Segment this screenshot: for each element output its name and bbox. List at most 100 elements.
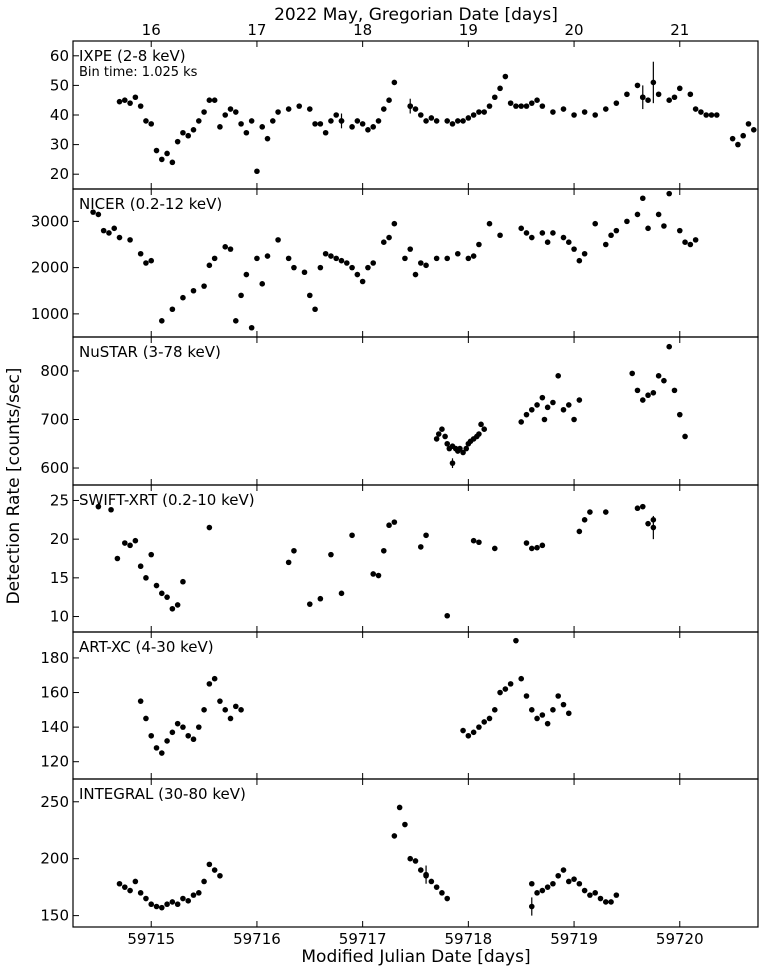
data-point — [539, 394, 546, 401]
data-point — [555, 872, 562, 879]
data-point — [560, 701, 567, 708]
data-point — [465, 732, 472, 739]
panel-frame — [72, 778, 759, 928]
panel-6: 150 200 250 59715 59716 59717 59718 59719 59720 I… — [40, 778, 759, 948]
data-point — [417, 112, 424, 118]
data-point — [317, 264, 324, 271]
data-point — [386, 522, 392, 529]
data-point — [222, 707, 229, 713]
data-point — [497, 689, 503, 696]
panel-annotation: Bin time: 1.025 ks — [79, 65, 198, 80]
y-tick-label: 10 — [50, 608, 69, 626]
data-point — [95, 211, 102, 218]
data-point — [592, 220, 599, 227]
data-point — [565, 710, 572, 717]
data-point — [528, 903, 535, 910]
data-point — [476, 431, 482, 437]
data-point — [195, 118, 202, 124]
data-point — [333, 255, 340, 262]
data-point — [476, 109, 482, 115]
data-point — [576, 397, 583, 403]
data-point — [528, 406, 535, 413]
data-point — [111, 225, 118, 232]
data-point — [317, 595, 324, 602]
data-point — [127, 237, 133, 243]
data-point — [444, 255, 451, 262]
data-point — [306, 292, 313, 299]
top-tick-label: 19 — [459, 21, 478, 39]
data-point — [528, 707, 535, 713]
data-point — [354, 271, 361, 278]
data-point — [534, 97, 540, 103]
data-point — [624, 218, 630, 225]
data-point — [550, 399, 556, 406]
data-point — [95, 503, 102, 510]
data-point — [217, 872, 223, 879]
y-tick-label: 20 — [50, 165, 69, 183]
data-point — [349, 124, 355, 130]
data-point — [217, 124, 223, 130]
data-point — [137, 250, 144, 257]
data-point — [645, 392, 651, 399]
data-point — [365, 127, 371, 133]
data-point — [576, 528, 583, 535]
data-point — [264, 253, 271, 259]
data-point — [317, 121, 324, 127]
data-point — [333, 112, 340, 118]
data-point — [523, 411, 530, 418]
data-point — [476, 724, 482, 730]
data-point — [127, 542, 133, 549]
data-point — [587, 892, 593, 898]
data-point — [217, 698, 223, 704]
data-point — [602, 241, 609, 248]
data-point — [148, 901, 155, 908]
data-point — [478, 421, 484, 428]
data-point — [206, 97, 213, 103]
data-point — [692, 106, 699, 112]
data-point — [454, 250, 461, 257]
data-point — [248, 118, 255, 124]
data-point — [576, 880, 583, 887]
data-point — [571, 246, 577, 252]
data-point — [238, 707, 244, 713]
data-point — [565, 878, 572, 885]
data-point — [423, 532, 429, 539]
data-point — [470, 112, 477, 118]
data-point — [121, 97, 128, 103]
data-point — [148, 732, 155, 739]
data-point — [127, 100, 133, 106]
data-point — [380, 547, 387, 554]
data-point — [301, 269, 308, 276]
data-point — [180, 294, 186, 301]
data-point — [476, 539, 482, 546]
data-point — [740, 132, 747, 139]
data-point — [158, 750, 165, 756]
y-tick-label: 600 — [40, 459, 69, 477]
data-point — [671, 387, 678, 394]
data-point — [518, 103, 525, 109]
data-point — [338, 590, 345, 597]
data-point — [608, 232, 614, 239]
data-point — [259, 124, 266, 130]
data-point — [687, 91, 694, 98]
data-point — [661, 223, 667, 229]
data-point — [539, 542, 546, 549]
x-tick-label: 59716 — [233, 930, 281, 948]
data-point — [106, 230, 112, 236]
data-point — [195, 724, 202, 730]
data-point — [380, 106, 387, 112]
data-point — [306, 601, 313, 607]
data-point — [190, 892, 197, 898]
data-point — [254, 255, 260, 262]
data-point — [513, 637, 519, 644]
data-point — [560, 106, 567, 112]
data-point — [703, 112, 710, 118]
data-point — [457, 445, 463, 452]
data-point — [576, 257, 583, 264]
data-point — [428, 878, 435, 885]
data-point — [608, 899, 614, 905]
data-point — [433, 255, 440, 262]
data-point — [243, 129, 250, 136]
data-point — [269, 118, 276, 124]
y-tick-label: 15 — [50, 569, 69, 587]
